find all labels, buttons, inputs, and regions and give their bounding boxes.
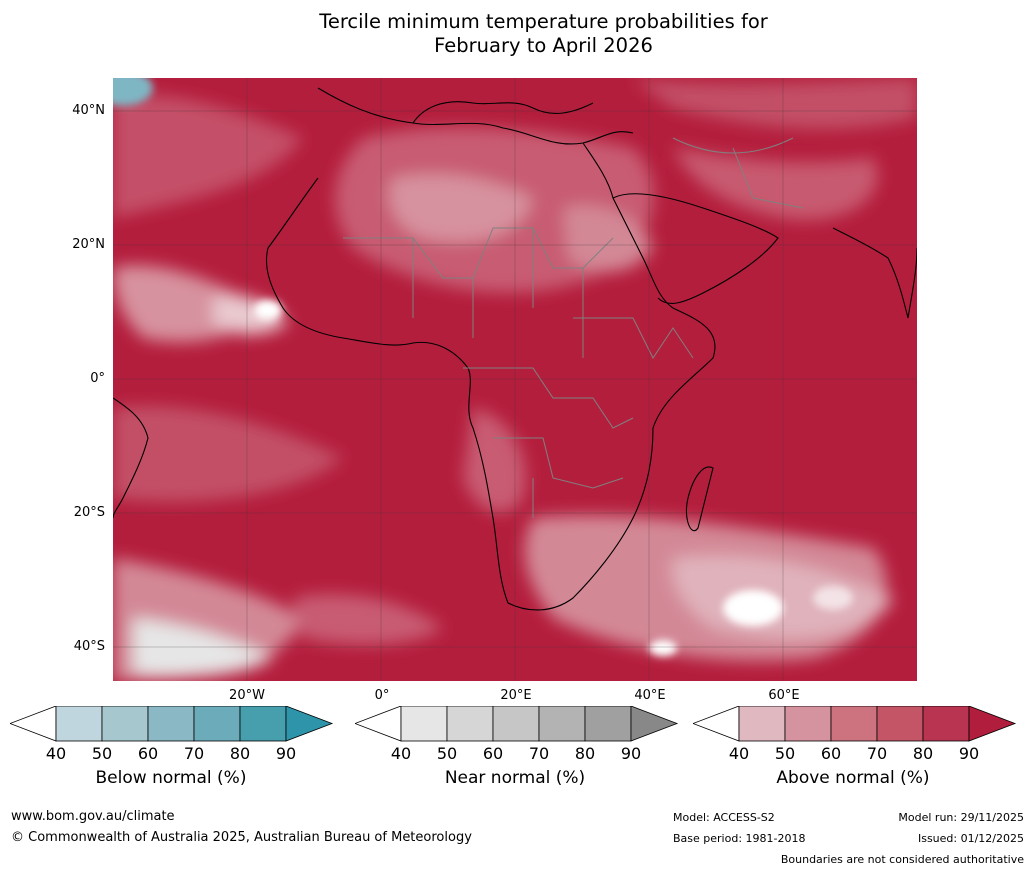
colorbar-segment	[101, 705, 149, 742]
colorbar-segment	[538, 705, 586, 742]
footer-url: www.bom.gov.au/climate	[11, 809, 175, 824]
lat-label-20n: 20°N	[72, 237, 105, 252]
colorbar-segment	[55, 705, 103, 742]
lat-label-0: 0°	[90, 371, 105, 386]
footer-issued: Issued: 01/12/2025	[917, 832, 1024, 845]
lon-label-40e: 40°E	[634, 688, 666, 703]
colorbar-segment	[193, 705, 241, 742]
colorbar-tick-label: 80	[913, 744, 933, 763]
map-canvas	[113, 78, 917, 681]
footer-copyright: © Commonwealth of Australia 2025, Austra…	[11, 830, 472, 845]
colorbar-tick-label: 50	[92, 744, 112, 763]
colorbar-segment	[876, 705, 924, 742]
colorbar-segment	[738, 705, 786, 742]
colorbar-near-svg: 40 50 60 70 80 90	[353, 705, 679, 763]
colorbar-tick-label: 40	[729, 744, 749, 763]
probability-map	[113, 78, 917, 681]
colorbar-segment	[400, 705, 448, 742]
colorbar-tick-label: 90	[276, 744, 296, 763]
colorbar-tick-label: 90	[621, 744, 641, 763]
country-borders	[343, 137, 804, 518]
coastlines	[113, 87, 917, 611]
colorbar-segment	[147, 705, 195, 742]
title-line-1: Tercile minimum temperature probabilitie…	[319, 10, 768, 33]
lat-label-20s: 20°S	[73, 505, 105, 520]
colorbar-high-extension	[285, 705, 334, 742]
footer-model: Model: ACCESS-S2	[673, 811, 775, 824]
colorbar-low-extension	[691, 705, 740, 742]
colorbar-near-normal: 40 50 60 70 80 90	[353, 705, 680, 770]
lon-label-0: 0°	[374, 688, 390, 703]
colorbar-tick-label: 70	[184, 744, 204, 763]
colorbar-low-extension	[8, 705, 57, 742]
graticule	[113, 78, 917, 681]
colorbar-segment	[239, 705, 287, 742]
footer-disclaimer: Boundaries are not considered authoritat…	[780, 853, 1024, 866]
colorbar-near-title: Near normal (%)	[444, 768, 586, 788]
colorbar-tick-label: 60	[138, 744, 158, 763]
colorbar-tick-label: 70	[529, 744, 549, 763]
colorbar-segment	[584, 705, 632, 742]
colorbar-tick-label: 80	[575, 744, 595, 763]
colorbar-below-title: Below normal (%)	[95, 768, 247, 788]
colorbar-segment	[830, 705, 878, 742]
colorbar-below-svg: 40 50 60 70 80 90	[8, 705, 334, 763]
chart-title: Tercile minimum temperature probabilitie…	[0, 10, 1035, 58]
white-patches	[113, 78, 853, 656]
colorbar-above-title: Above normal (%)	[776, 768, 930, 788]
lon-label-60e: 60°E	[768, 688, 800, 703]
colorbar-low-extension	[353, 705, 402, 742]
colorbar-below-normal: 40 50 60 70 80 90	[8, 705, 335, 770]
lat-label-40n: 40°N	[72, 103, 105, 118]
colorbar-tick-label: 40	[391, 744, 411, 763]
colorbar-high-extension	[968, 705, 1017, 742]
colorbar-segment	[492, 705, 540, 742]
colorbar-above-normal: 40 50 60 70 80 90	[691, 705, 1018, 770]
colorbar-tick-label: 80	[230, 744, 250, 763]
colorbar-above-svg: 40 50 60 70 80 90	[691, 705, 1017, 763]
probability-shading	[113, 78, 917, 681]
colorbar-tick-label: 90	[959, 744, 979, 763]
lon-label-20w: 20°W	[229, 688, 265, 703]
colorbar-tick-label: 50	[775, 744, 795, 763]
colorbar-segment	[446, 705, 494, 742]
title-line-2: February to April 2026	[434, 34, 653, 57]
colorbar-tick-label: 70	[867, 744, 887, 763]
colorbar-high-extension	[630, 705, 679, 742]
footer-base-period: Base period: 1981-2018	[673, 832, 806, 845]
colorbar-tick-label: 50	[437, 744, 457, 763]
colorbar-segment	[784, 705, 832, 742]
footer-model-run: Model run: 29/11/2025	[898, 811, 1024, 824]
lat-label-40s: 40°S	[73, 639, 105, 654]
lon-label-20e: 20°E	[500, 688, 532, 703]
colorbar-segment	[922, 705, 970, 742]
colorbar-tick-label: 60	[821, 744, 841, 763]
colorbar-tick-label: 40	[46, 744, 66, 763]
colorbar-tick-label: 60	[483, 744, 503, 763]
